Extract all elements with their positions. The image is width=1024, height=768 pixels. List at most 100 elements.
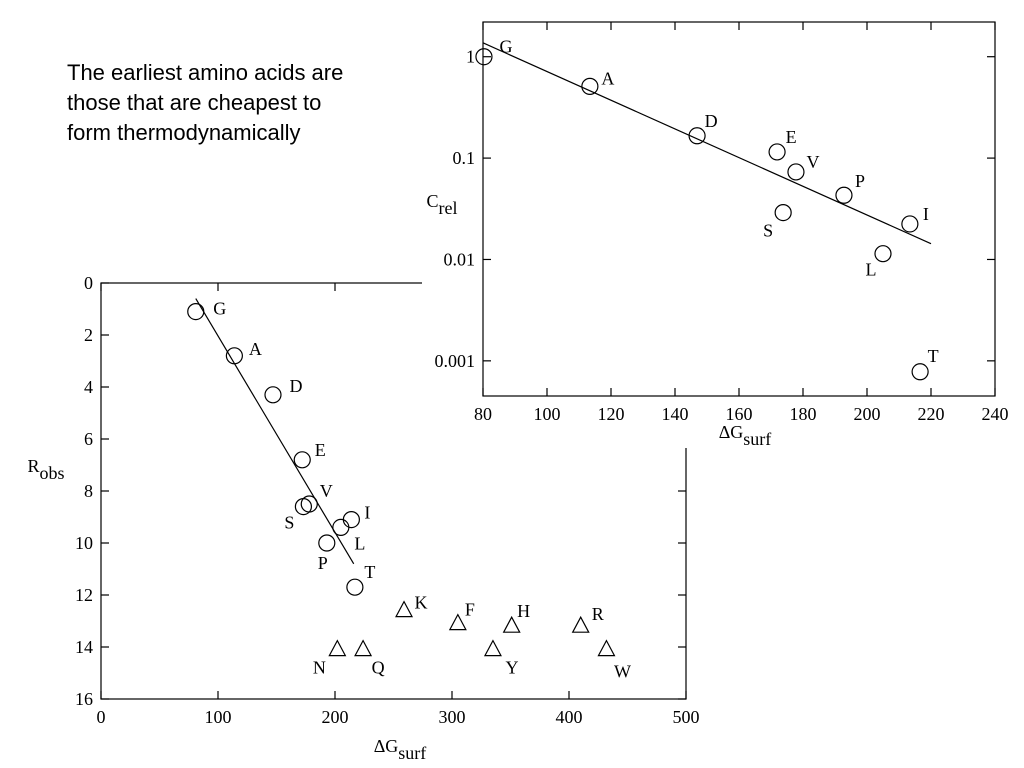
point-label: E	[315, 440, 326, 460]
point-label: I	[923, 204, 929, 224]
point	[597, 639, 616, 657]
x-tick-label: 200	[854, 404, 881, 424]
point-label: V	[320, 481, 333, 501]
x-tick-label: 300	[439, 707, 466, 727]
x-label: ΔGsurf	[374, 736, 427, 763]
x-tick-label: 500	[673, 707, 700, 727]
y-tick-label: 0.1	[453, 148, 476, 168]
point	[768, 143, 786, 161]
point	[293, 451, 311, 469]
point	[502, 615, 521, 633]
x-tick-label: 160	[726, 404, 753, 424]
axis-label-main: C	[427, 191, 439, 211]
point-label: H	[517, 601, 530, 621]
point-label: R	[592, 604, 604, 624]
point	[901, 215, 919, 233]
point-label: V	[806, 152, 819, 172]
point	[787, 163, 805, 181]
x-tick-label: 200	[322, 707, 349, 727]
point	[874, 245, 892, 263]
y-tick-label: 2	[84, 325, 93, 345]
point-label: A	[249, 339, 262, 359]
point-label: P	[318, 553, 328, 573]
headline: those that are cheapest to	[67, 90, 321, 115]
x-tick-label: 100	[534, 404, 561, 424]
point-label: L	[866, 260, 877, 280]
point	[346, 578, 364, 596]
point	[294, 498, 313, 516]
point-label: W	[614, 662, 631, 682]
point-label: E	[786, 127, 797, 147]
point-label: Q	[372, 658, 385, 678]
point	[328, 639, 347, 657]
point-label: T	[928, 346, 939, 366]
point	[342, 510, 360, 529]
inset-background	[422, 0, 1024, 448]
point-label: K	[415, 593, 428, 613]
y-label: Robs	[27, 456, 64, 483]
y-tick-label: 10	[75, 533, 93, 553]
fit-line	[482, 42, 932, 245]
y-tick-label: 8	[84, 481, 93, 501]
x-tick-label: 220	[918, 404, 945, 424]
point-label: P	[855, 171, 865, 191]
y-tick-label: 16	[75, 689, 93, 709]
point-label: N	[313, 658, 326, 678]
point	[264, 386, 282, 404]
point	[581, 77, 599, 95]
headline: The earliest amino acids are	[67, 60, 343, 85]
point-label: S	[284, 513, 294, 533]
x-label: ΔGsurf	[719, 422, 772, 449]
axis-label-sub: obs	[40, 463, 65, 483]
point	[395, 600, 414, 618]
point-label: L	[354, 533, 365, 553]
y-tick-label: 1	[466, 47, 475, 67]
point	[225, 347, 243, 365]
axis-label-main: ΔG	[719, 422, 744, 442]
point-label: G	[213, 299, 226, 319]
point-label: T	[364, 562, 375, 582]
point	[911, 363, 929, 381]
point-label: I	[364, 503, 370, 523]
point-label: Y	[505, 658, 518, 678]
axis-label-sub: surf	[398, 743, 426, 763]
point-label: S	[763, 221, 773, 241]
axis-label-sub: surf	[743, 429, 771, 449]
y-tick-label: 0.01	[444, 249, 476, 269]
point-label: D	[705, 111, 718, 131]
x-tick-label: 100	[205, 707, 232, 727]
x-tick-label: 80	[474, 404, 492, 424]
x-tick-label: 140	[662, 404, 689, 424]
x-tick-label: 400	[556, 707, 583, 727]
x-tick-label: 120	[598, 404, 625, 424]
y-tick-label: 0	[84, 273, 93, 293]
y-tick-label: 6	[84, 429, 93, 449]
point	[354, 639, 373, 657]
point-label: D	[289, 376, 302, 396]
point	[835, 186, 853, 204]
x-tick-label: 240	[982, 404, 1009, 424]
x-tick-label: 0	[97, 707, 106, 727]
point	[483, 639, 502, 657]
axis-label-main: ΔG	[374, 736, 399, 756]
y-label: Crel	[427, 191, 458, 218]
point	[187, 303, 205, 321]
point	[448, 613, 467, 631]
point-label: A	[601, 68, 614, 88]
point	[332, 518, 350, 537]
point	[475, 48, 493, 66]
fit-line	[195, 298, 355, 565]
point	[318, 534, 336, 552]
y-tick-label: 12	[75, 585, 93, 605]
point	[571, 615, 590, 633]
axis-label-sub: rel	[439, 198, 458, 218]
axis-label-main: R	[27, 456, 39, 476]
point-label: F	[465, 600, 475, 620]
headline: form thermodynamically	[67, 120, 301, 145]
y-tick-label: 14	[75, 637, 93, 657]
x-tick-label: 180	[790, 404, 817, 424]
y-tick-label: 4	[84, 377, 93, 397]
y-tick-label: 0.001	[435, 351, 476, 371]
point	[774, 203, 792, 222]
